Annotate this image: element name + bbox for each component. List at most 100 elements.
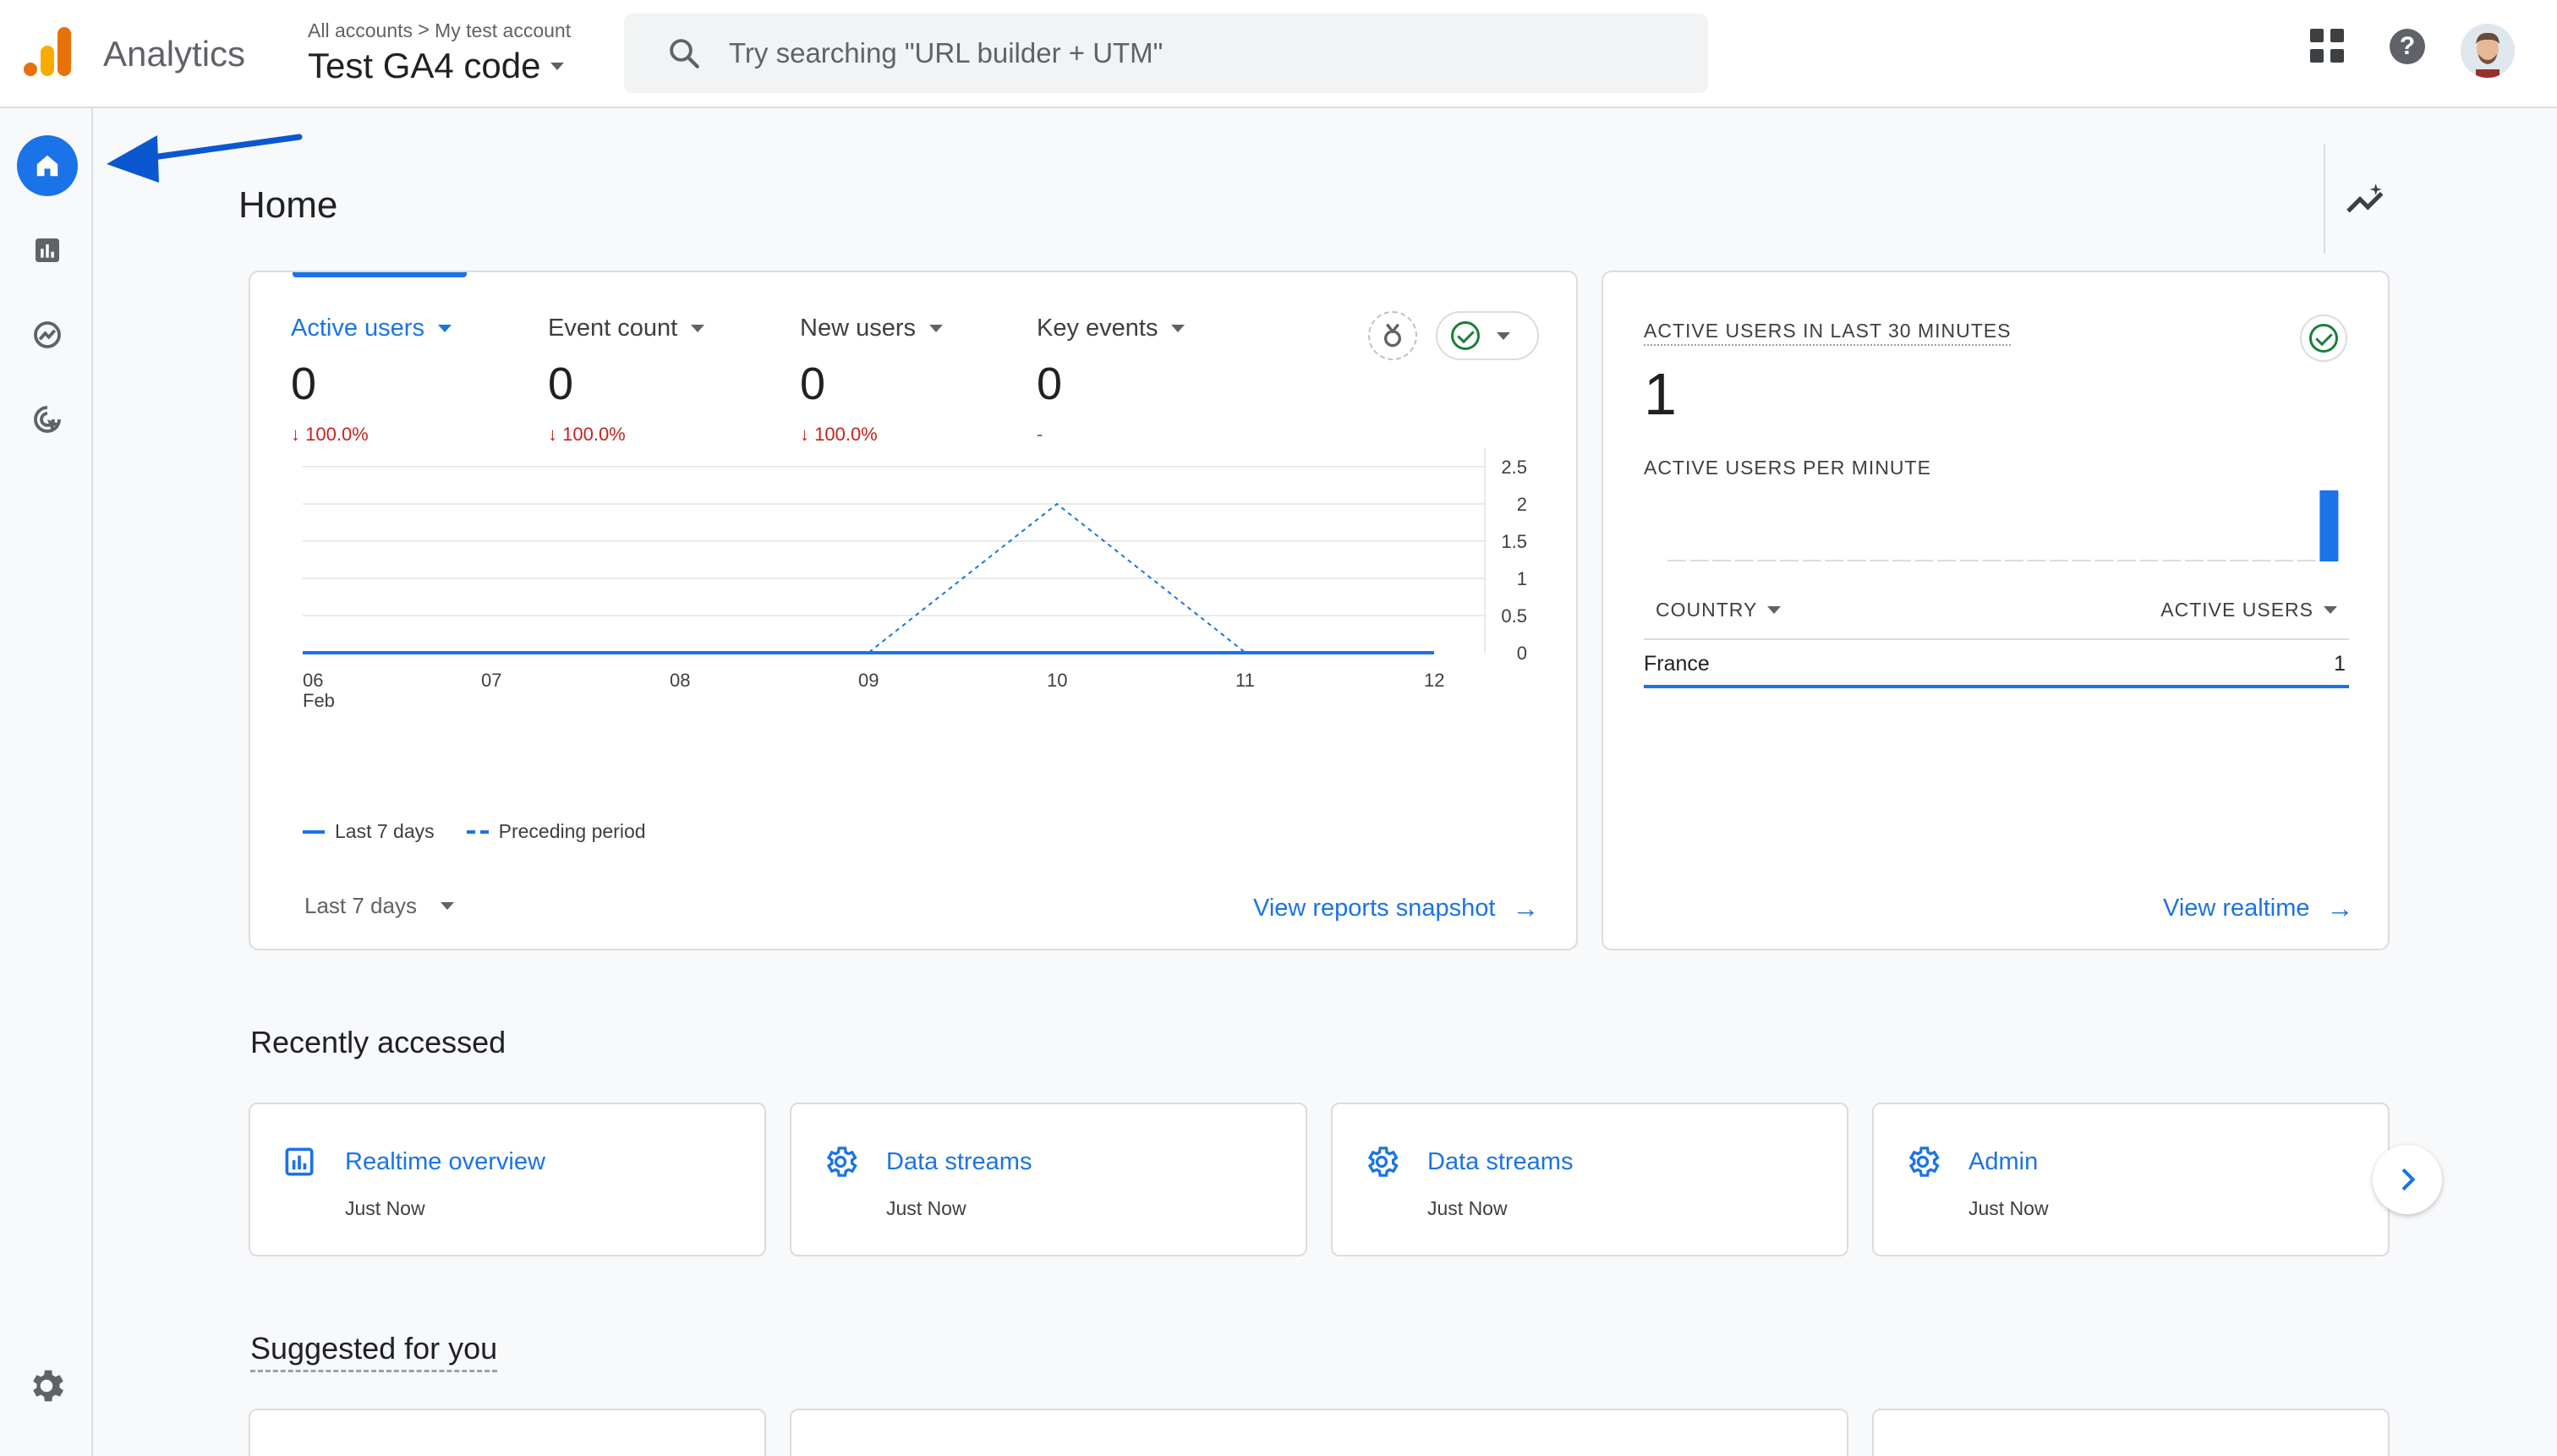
line-chart: 2.5 2 1.5 1 0.5 0 06 07 08 09 10 11 12 Feb	[303, 448, 1527, 711]
recent-item[interactable]: Data streams Just Now	[790, 1103, 1307, 1256]
per-minute-bar	[2117, 560, 2136, 561]
divider	[2324, 144, 2325, 254]
help-icon[interactable]: ?	[2390, 29, 2425, 64]
caret-down-icon	[440, 902, 454, 910]
per-minute-bar	[2162, 560, 2182, 561]
caret-down-icon	[437, 325, 452, 332]
suggested-card[interactable]	[790, 1409, 1848, 1456]
per-minute-bar-chart	[1667, 490, 2339, 561]
realtime-title[interactable]: ACTIVE USERS IN LAST 30 MINUTES	[1644, 320, 2012, 346]
search-bar[interactable]	[624, 14, 1708, 93]
per-minute-bar	[2252, 560, 2271, 561]
metric-value: 0	[800, 359, 826, 409]
per-minute-bar	[1914, 560, 1934, 561]
metric-label: Active users	[291, 315, 424, 342]
table-row[interactable]: France 1	[1644, 640, 2349, 688]
caret-down-icon	[2324, 606, 2337, 614]
y-tick-label: 0	[1517, 643, 1527, 664]
check-circle-icon	[2309, 324, 2338, 353]
nav-reports[interactable]	[17, 220, 78, 281]
metric-value: 0	[291, 359, 317, 409]
per-minute-bar	[1667, 560, 1686, 561]
caret-down-icon	[1171, 325, 1185, 332]
suggested-card[interactable]	[1872, 1409, 2390, 1456]
breadcrumb-account[interactable]: My test account	[435, 19, 572, 41]
app-name: Analytics	[103, 34, 246, 74]
chevron-right-icon: >	[418, 19, 430, 41]
per-minute-bar	[1780, 560, 1799, 561]
search-input[interactable]	[729, 32, 1659, 74]
data-quality-button[interactable]	[1436, 311, 1539, 360]
page-title: Home	[238, 184, 338, 226]
gear-icon	[1367, 1147, 1399, 1177]
nav-home[interactable]	[17, 135, 78, 196]
breadcrumb[interactable]: All accounts > My test account	[308, 19, 571, 42]
avatar[interactable]	[2461, 24, 2515, 78]
suggested-card[interactable]	[249, 1409, 766, 1456]
chart-legend: Last 7 days Preceding period	[303, 820, 646, 843]
metric-value: 0	[1037, 359, 1063, 409]
y-tick-label: 1	[1517, 568, 1527, 589]
realtime-table: COUNTRY ACTIVE USERS France 1	[1644, 599, 2349, 688]
search-icon	[670, 39, 699, 68]
recent-item-time: Just Now	[345, 1197, 425, 1219]
caret-down-icon	[929, 325, 943, 332]
y-tick-label: 1.5	[1501, 531, 1527, 552]
carousel-next-button[interactable]	[2373, 1145, 2442, 1214]
metric-value: 0	[548, 359, 574, 409]
metric-label: Key events	[1037, 315, 1158, 342]
check-circle-icon	[1451, 321, 1480, 350]
active-users-column-header[interactable]: ACTIVE USERS	[2160, 599, 2337, 621]
recent-item[interactable]: Realtime overview Just Now	[249, 1103, 766, 1256]
per-minute-label: ACTIVE USERS PER MINUTE	[1644, 457, 1931, 479]
insights-icon[interactable]	[2342, 178, 2390, 225]
caret-down-icon	[1497, 331, 1510, 340]
metric-change: ↓ 100.0%	[291, 424, 369, 445]
y-tick-label: 0.5	[1501, 605, 1527, 627]
recent-item[interactable]: Admin Just Now	[1872, 1103, 2390, 1256]
recent-item-time: Just Now	[1427, 1197, 1508, 1219]
legend-dashed-swatch	[466, 829, 489, 834]
metric-key-events[interactable]: Key events 0 -	[1037, 315, 1185, 446]
analytics-logo-icon[interactable]	[24, 25, 71, 78]
realtime-card: ACTIVE USERS IN LAST 30 MINUTES 1 ACTIVE…	[1602, 271, 2390, 950]
apps-grid-icon[interactable]	[2310, 29, 2344, 63]
recent-item[interactable]: Data streams Just Now	[1331, 1103, 1848, 1256]
legend-label: Last 7 days	[335, 820, 435, 842]
metric-event-count[interactable]: Event count 0 ↓ 100.0%	[548, 315, 705, 446]
x-tick-sublabel: Feb	[303, 690, 335, 711]
per-minute-bar	[1825, 560, 1844, 561]
realtime-status-button[interactable]	[2300, 315, 2347, 362]
per-minute-bar	[1757, 560, 1777, 561]
per-minute-bar	[2139, 560, 2159, 561]
metric-active-users[interactable]: Active users 0 ↓ 100.0%	[291, 315, 452, 446]
reports-icon	[285, 1147, 314, 1176]
view-reports-snapshot-link[interactable]: View reports snapshot →	[1253, 893, 1540, 923]
reports-icon	[36, 238, 59, 262]
gear-icon	[826, 1147, 857, 1177]
suggested-title[interactable]: Suggested for you	[250, 1331, 498, 1372]
arrow-down-icon: ↓	[800, 424, 809, 445]
per-minute-bar	[2275, 560, 2294, 561]
top-bar: Analytics All accounts > My test account…	[0, 0, 2557, 108]
nav-advertising[interactable]	[17, 389, 78, 450]
annotation-arrow-home	[107, 134, 303, 183]
per-minute-bar	[1712, 560, 1732, 561]
per-minute-bar	[1870, 560, 1889, 561]
view-realtime-link[interactable]: View realtime →	[2163, 893, 2354, 923]
recent-item-label: Data streams	[886, 1148, 1032, 1175]
x-tick-label: 11	[1235, 670, 1255, 691]
compare-button[interactable]	[1368, 311, 1417, 360]
breadcrumb-all-accounts[interactable]: All accounts	[308, 19, 413, 41]
nav-explore[interactable]	[17, 304, 78, 365]
country-column-header[interactable]: COUNTRY	[1656, 599, 1782, 621]
property-selector[interactable]: Test GA4 code	[308, 46, 565, 86]
per-minute-bar	[1802, 560, 1821, 561]
x-tick-label: 09	[858, 670, 879, 691]
date-range-selector[interactable]: Last 7 days	[304, 893, 454, 919]
metric-new-users[interactable]: New users 0 ↓ 100.0%	[800, 315, 943, 446]
x-tick-label: 07	[481, 670, 501, 691]
per-minute-bar	[1937, 560, 1957, 561]
settings-icon[interactable]	[25, 1365, 68, 1407]
per-minute-bar	[2319, 490, 2339, 561]
